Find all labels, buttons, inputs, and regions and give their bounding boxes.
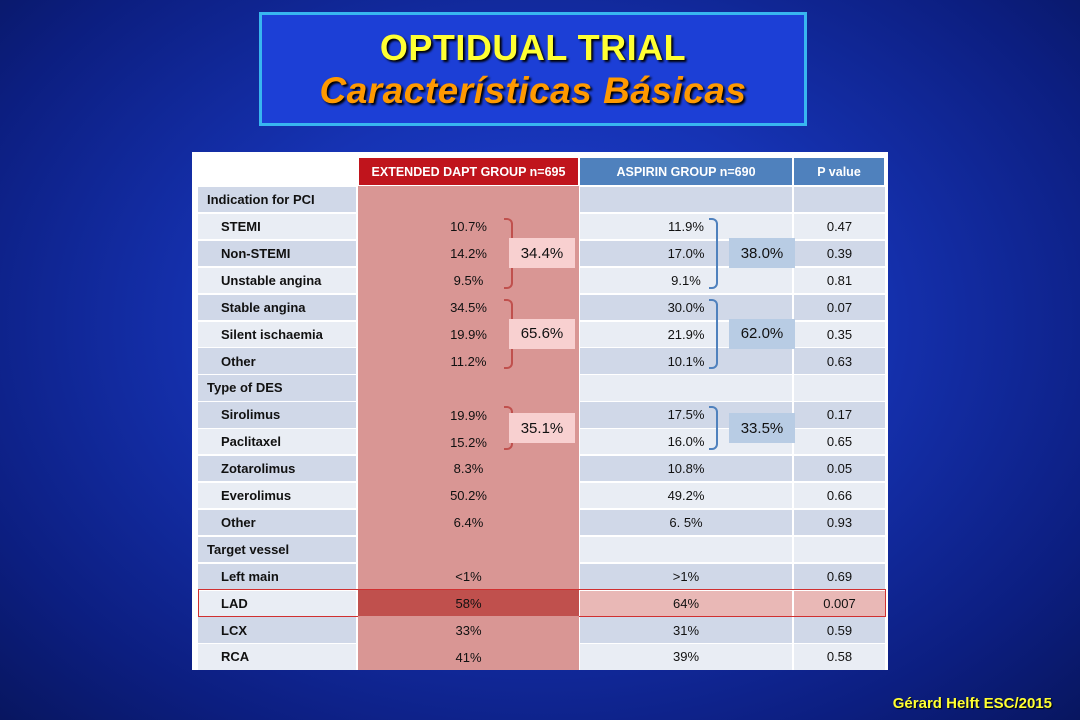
p-value: 0.007 <box>794 590 885 616</box>
aspirin-subtotal: 62.0% <box>729 318 795 349</box>
row-label: Zotarolimus <box>198 456 356 482</box>
aspirin-value: 64% <box>580 590 792 616</box>
aspirin-value <box>580 536 792 563</box>
aspirin-value: 39% <box>580 644 792 670</box>
row-label: Indication for PCI <box>198 187 356 213</box>
ext-value: 33% <box>358 616 579 645</box>
aspirin-value: 10.8% <box>580 456 792 482</box>
p-value <box>794 536 885 563</box>
row-label: Paclitaxel <box>198 429 356 455</box>
row-label: Target vessel <box>198 536 356 563</box>
aspirin-value: 11.9% <box>580 213 792 240</box>
row-label: Type of DES <box>198 375 356 401</box>
ext-value: 58% <box>358 589 579 618</box>
aspirin-value: 9.1% <box>580 267 792 294</box>
row-label: STEMI <box>198 213 356 240</box>
lad-row-highlight <box>198 588 886 618</box>
p-value: 0.63 <box>794 348 885 374</box>
header-aspirin: ASPIRIN GROUP n=690 <box>580 158 792 185</box>
aspirin-subtotal: 38.0% <box>729 238 795 269</box>
p-value: 0.58 <box>794 644 885 670</box>
ext-subtotal: 34.4% <box>509 238 575 269</box>
aspirin-value: >1% <box>580 563 792 589</box>
p-value: 0.07 <box>794 294 885 320</box>
row-label: RCA <box>198 644 356 670</box>
header-p-value: P value <box>794 158 884 185</box>
ext-subtotal: 35.1% <box>509 413 575 444</box>
header-extended-dapt: EXTENDED DAPT GROUP n=695 <box>359 158 578 185</box>
p-value: 0.39 <box>794 240 885 267</box>
aspirin-value: 49.2% <box>580 482 792 509</box>
slide-title: OPTIDUAL TRIAL <box>379 27 687 68</box>
p-value: 0.93 <box>794 509 885 536</box>
aspirin-subtotal: 33.5% <box>729 413 795 444</box>
row-label: Non-STEMI <box>198 240 356 267</box>
aspirin-value: 10.1% <box>580 348 792 374</box>
ext-value: 50.2% <box>358 481 579 510</box>
row-label: Other <box>198 348 356 374</box>
row-label: LAD <box>198 590 356 616</box>
p-value: 0.35 <box>794 321 885 347</box>
row-label: Silent ischaemia <box>198 321 356 347</box>
ext-value: <1% <box>358 562 579 591</box>
p-value: 0.47 <box>794 213 885 240</box>
row-label: LCX <box>198 617 356 643</box>
row-label: Left main <box>198 563 356 589</box>
ext-value: 9.5% <box>358 266 579 295</box>
ext-value: 34.5% <box>358 293 579 322</box>
aspirin-value: 6. 5% <box>580 509 792 536</box>
aspirin-value: 30.0% <box>580 294 792 320</box>
ext-value <box>358 374 579 403</box>
p-value: 0.05 <box>794 456 885 482</box>
ext-value: 8.3% <box>358 455 579 483</box>
ext-value: 41% <box>358 643 579 670</box>
p-value: 0.66 <box>794 482 885 509</box>
p-value: 0.17 <box>794 402 885 428</box>
ext-subtotal: 65.6% <box>509 318 575 349</box>
p-value <box>794 187 885 213</box>
ext-value: 6.4% <box>358 508 579 537</box>
aspirin-bracket <box>709 298 718 370</box>
aspirin-bracket <box>709 406 718 450</box>
p-value: 0.65 <box>794 429 885 455</box>
baseline-characteristics-table: EXTENDED DAPT GROUP n=695 ASPIRIN GROUP n… <box>192 152 888 670</box>
row-label: Sirolimus <box>198 402 356 428</box>
p-value: 0.69 <box>794 563 885 589</box>
aspirin-value: 31% <box>580 617 792 643</box>
footer-credit: Gérard Helft ESC/2015 <box>892 695 1052 712</box>
aspirin-value <box>580 375 792 401</box>
ext-value <box>358 186 579 214</box>
aspirin-bracket <box>709 217 718 289</box>
row-label: Unstable angina <box>198 267 356 294</box>
row-label: Other <box>198 509 356 536</box>
ext-value: 11.2% <box>358 347 579 376</box>
row-label: Stable angina <box>198 294 356 320</box>
ext-value <box>358 535 579 564</box>
p-value: 0.59 <box>794 617 885 643</box>
aspirin-value <box>580 187 792 213</box>
slide-subtitle: Características Básicas <box>319 70 747 111</box>
row-label: Everolimus <box>198 482 356 509</box>
ext-value: 10.7% <box>358 212 579 241</box>
p-value <box>794 375 885 401</box>
title-box: OPTIDUAL TRIAL Características Básicas <box>259 12 807 126</box>
p-value: 0.81 <box>794 267 885 294</box>
